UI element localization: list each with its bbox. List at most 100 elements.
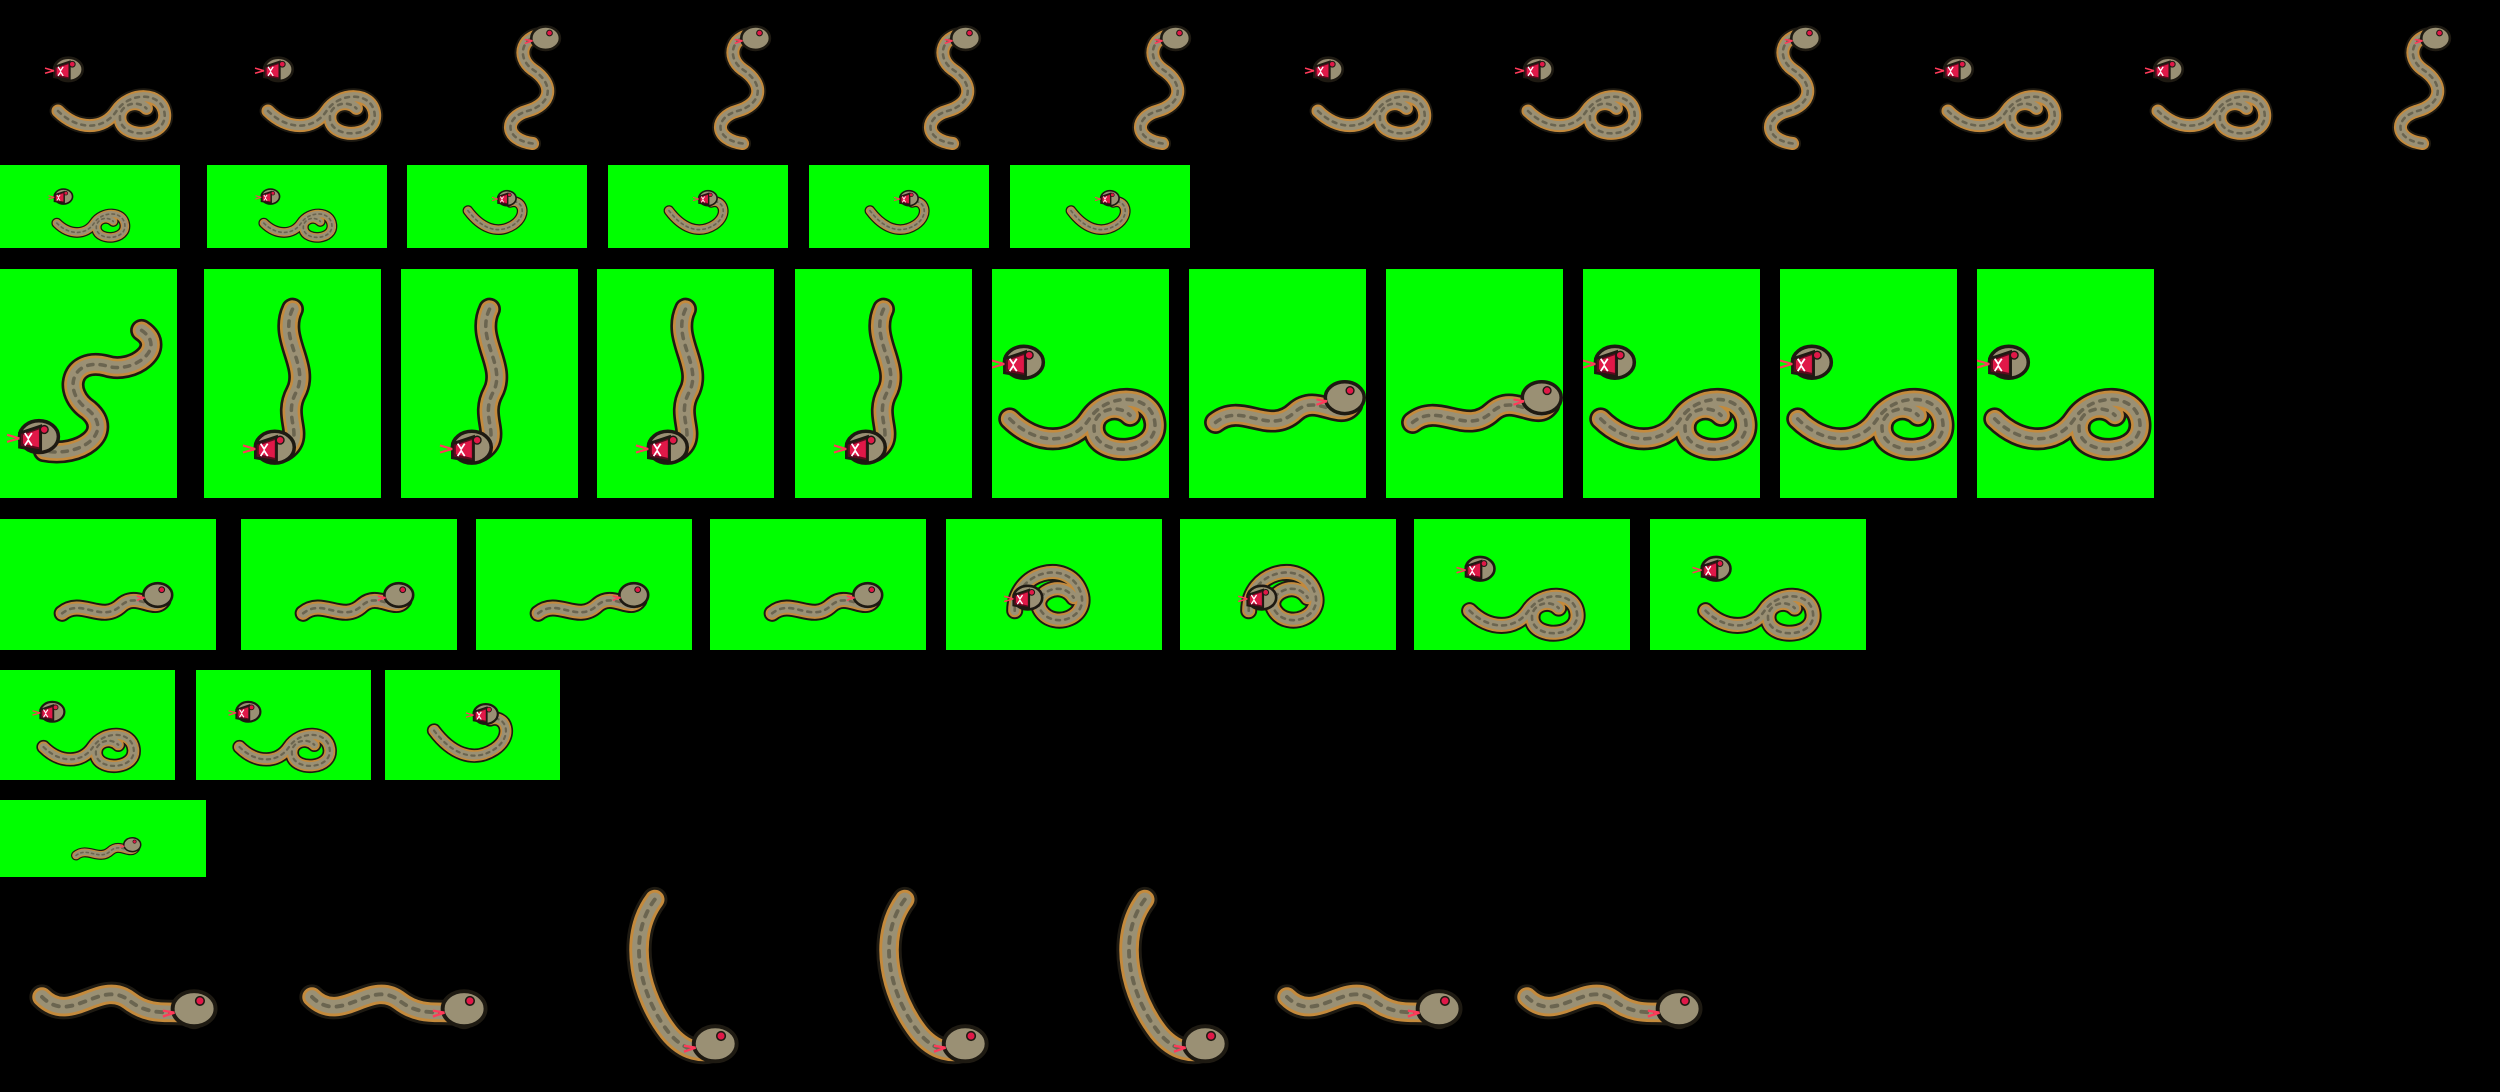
- snake-head: [1154, 25, 1192, 52]
- snake-eye: [275, 435, 285, 445]
- snake-head: [2144, 56, 2184, 83]
- snake-eye: [1176, 29, 1183, 37]
- snake-body: [2149, 88, 2274, 142]
- snake-body: [462, 196, 528, 235]
- snake-head: [1238, 584, 1278, 611]
- sprite-frame-row-7-7: [1500, 880, 1710, 1075]
- snake-sprite: [833, 297, 903, 465]
- snake-sprite: [529, 581, 650, 622]
- snake-body: [1939, 88, 2064, 142]
- snake-head: [1977, 344, 2031, 380]
- snake-head: [893, 189, 919, 207]
- snake-head: [1647, 989, 1703, 1029]
- sprite-frame-row-3-10: [1780, 269, 1957, 498]
- snake-head: [44, 56, 84, 83]
- sprite-frame-row-1-3: [435, 20, 625, 150]
- snake-head: [1304, 56, 1344, 83]
- snake-sprite: [502, 25, 562, 150]
- snake-eye: [472, 435, 482, 445]
- snake-head: [1583, 344, 1637, 380]
- snake-eye: [507, 192, 512, 198]
- snake-eye: [270, 191, 276, 196]
- snake-eye: [1024, 350, 1034, 360]
- snake-sprite: [53, 581, 174, 622]
- snake-head: [1780, 344, 1834, 380]
- snake-head: [846, 581, 884, 609]
- sprite-frame-row-3-1: [0, 269, 177, 498]
- snake-eye: [909, 192, 914, 198]
- snake-head: [1316, 379, 1366, 416]
- snake-body: [663, 196, 729, 235]
- snake-head: [1004, 584, 1044, 611]
- snake-head: [833, 429, 888, 465]
- sprite-frame-row-4-2: [241, 519, 457, 650]
- sprite-frame-row-1-5: [855, 20, 1045, 150]
- snake-head: [1407, 989, 1463, 1029]
- snake-body: [665, 297, 705, 463]
- sprite-frame-row-7-3: [540, 880, 750, 1075]
- snake-body: [232, 727, 337, 774]
- snake-sprite: [462, 189, 528, 235]
- snake-sprite: [32, 700, 141, 774]
- sprite-frame-row-1-6: [1065, 20, 1255, 150]
- snake-eye: [194, 995, 206, 1006]
- sprite-frame-row-3-8: [1386, 269, 1563, 498]
- snake-head: [635, 429, 690, 465]
- snake-head: [1934, 56, 1974, 83]
- snake-sprite: [635, 297, 705, 465]
- snake-eye: [1679, 995, 1691, 1006]
- snake-sprite: [1692, 555, 1822, 642]
- snake-head: [491, 189, 517, 207]
- sprite-frame-row-4-4: [710, 519, 926, 650]
- sprite-frame-row-1-10: [1905, 20, 2095, 150]
- sprite-frame-row-4-1: [0, 519, 216, 650]
- snake-head: [254, 56, 294, 83]
- snake-body: [1519, 88, 1644, 142]
- snake-body: [1589, 387, 1758, 461]
- snake-body: [2392, 27, 2447, 150]
- sprite-frame-row-7-2: [285, 880, 495, 1075]
- snake-eye: [2168, 60, 2176, 68]
- sprite-frame-row-3-6: [992, 269, 1169, 498]
- sprite-frame-row-1-8: [1485, 20, 1675, 150]
- sprite-frame-row-3-2: [204, 269, 381, 498]
- snake-head: [944, 25, 982, 52]
- snake-sprite: [763, 581, 884, 622]
- snake-head: [734, 25, 772, 52]
- snake-body: [36, 727, 141, 774]
- snake-body: [712, 27, 767, 150]
- sprite-frame-row-4-6: [1180, 519, 1396, 650]
- sprite-frame-row-7-4: [790, 880, 1000, 1075]
- snake-eye: [965, 1030, 977, 1042]
- snake-body: [998, 387, 1167, 461]
- snake-sprite: [71, 836, 142, 861]
- snake-sprite: [864, 189, 930, 235]
- snake-body: [863, 297, 903, 463]
- snake-sprite: [242, 297, 312, 465]
- snake-eye: [1615, 350, 1625, 360]
- sprite-frame-row-1-4: [645, 20, 835, 150]
- snake-sprite: [626, 886, 739, 1065]
- snake-eye: [1542, 385, 1552, 396]
- snake-eye: [464, 995, 476, 1006]
- sprite-frame-row-7-6: [1260, 880, 1470, 1075]
- snake-head: [2414, 25, 2452, 52]
- sprite-frame-row-7-1: [15, 880, 225, 1075]
- snake-sprite: [1065, 189, 1131, 235]
- sprite-frame-row-6-1: [0, 800, 206, 877]
- snake-sprite: [1977, 344, 2152, 461]
- sprite-frame-row-2-1: [0, 165, 180, 248]
- snake-sprite: [48, 188, 131, 243]
- snake-eye: [1262, 588, 1270, 596]
- snake-sprite: [6, 318, 163, 464]
- snake-eye: [2436, 29, 2443, 37]
- snake-sprite: [1780, 344, 1955, 461]
- sprite-frame-row-3-11: [1977, 269, 2154, 498]
- snake-sprite: [663, 189, 729, 235]
- snake-body: [49, 88, 174, 142]
- sprite-frame-row-5-2: [196, 670, 371, 780]
- snake-eye: [1328, 60, 1336, 68]
- snake-head: [228, 700, 262, 723]
- snake-body: [1983, 387, 2152, 461]
- snake-sprite: [1116, 886, 1229, 1065]
